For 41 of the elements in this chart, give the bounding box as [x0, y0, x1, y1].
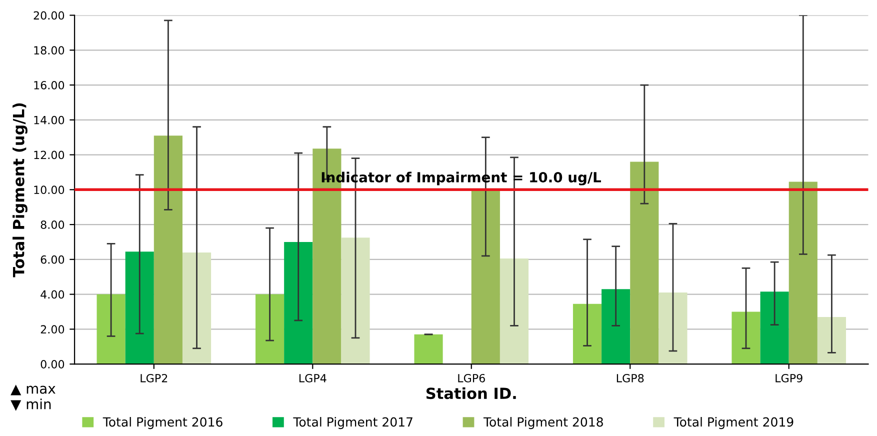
y-tick-label: 8.00 — [40, 220, 64, 229]
legend-label: Total Pigment 2017 — [293, 417, 412, 430]
x-tick-label: LGP9 — [776, 374, 802, 382]
bar — [602, 289, 630, 364]
bar — [817, 316, 846, 364]
bar — [788, 182, 818, 364]
y-tick-label: 6.00 — [40, 255, 64, 264]
y-tick-label: 18.00 — [34, 46, 64, 55]
bar — [256, 294, 284, 364]
legend-label: Total Pigment 2018 — [483, 417, 603, 430]
bar — [760, 292, 789, 364]
bar — [471, 190, 500, 364]
y-tick-label: 4.00 — [40, 290, 64, 299]
legend-label: Total Pigment 2019 — [674, 417, 794, 430]
x-axis-title: Station ID. — [426, 387, 516, 400]
bar — [732, 312, 760, 364]
x-tick-label: LGP6 — [458, 374, 485, 382]
y-tick-label: 2.00 — [40, 325, 64, 334]
bar — [414, 334, 443, 364]
bar — [658, 292, 688, 364]
bar — [182, 252, 212, 364]
bar — [96, 294, 126, 364]
y-tick-label: 10.00 — [34, 186, 64, 194]
bar — [284, 242, 313, 364]
bar — [630, 162, 659, 364]
y-axis-title: Total Pigment (ug/L) — [12, 103, 28, 278]
y-tick-label: 12.00 — [34, 150, 64, 160]
bar — [154, 136, 182, 364]
legend-label: Total Pigment 2016 — [102, 417, 222, 430]
bar — [125, 252, 154, 364]
x-tick-label: LGP4 — [299, 374, 326, 382]
y-tick-label: 14.00 — [34, 116, 64, 124]
text: ▲ max ▼ min — [10, 384, 56, 411]
y-tick-label: 20.00 — [34, 11, 64, 20]
y-tick-label: 0.00 — [40, 360, 64, 368]
x-tick-label: LGP8 — [616, 374, 644, 382]
y-tick-label: 16.00 — [34, 80, 64, 90]
bar — [500, 258, 529, 364]
bar — [572, 304, 602, 364]
bar — [341, 238, 370, 364]
x-tick-label: LGP2 — [140, 374, 168, 382]
